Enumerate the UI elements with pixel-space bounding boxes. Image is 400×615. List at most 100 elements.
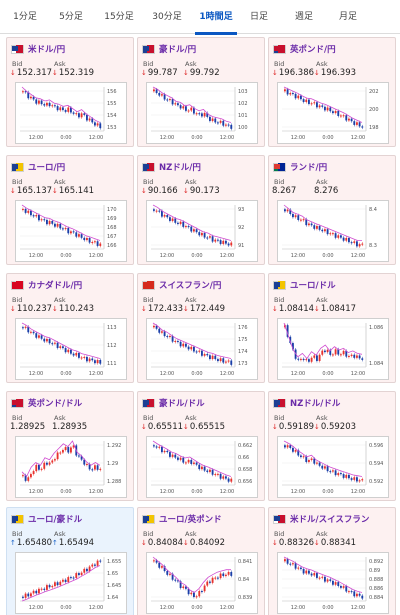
candle (40, 100, 43, 105)
rate-card[interactable]: 豪ドル/ドル Bid Ask ↓0.65511 ↓0.65515 0.662 0.66 0.6… (137, 391, 265, 501)
mini-candle-chart[interactable]: 1.086 1.084 12:00 0:00 12:00 (277, 318, 389, 380)
currency-pair-link[interactable]: ユーロ/円 (28, 163, 66, 173)
candle (64, 110, 67, 112)
rate-card[interactable]: 英ポンド/円 Bid Ask ↓196.386 ↓196.393 202 200 198 12:… (268, 37, 396, 147)
currency-pair-link[interactable]: NZドル/ドル (290, 399, 341, 409)
candle (35, 99, 38, 104)
tab-6[interactable]: 週足 (294, 12, 313, 22)
candle (78, 352, 80, 358)
mini-candle-chart[interactable]: 0.662 0.66 0.658 0.656 12:00 0:00 12:00 (146, 436, 258, 498)
y-tick-label: 0.594 (369, 461, 383, 467)
candle (56, 582, 59, 586)
currency-pair-link[interactable]: 米ドル/スイスフラン (290, 515, 370, 525)
currency-pair-link[interactable]: 米ドル/円 (28, 45, 66, 55)
arrow-down-icon: ↓ (52, 305, 58, 313)
x-tick-label: 12:00 (351, 605, 365, 611)
candle (88, 237, 91, 243)
candle (227, 478, 230, 482)
ask-value: ↓172.449 (183, 304, 225, 314)
currency-pair-link[interactable]: ユーロ/豪ドル (28, 515, 83, 525)
candle (227, 124, 230, 126)
candle (54, 342, 56, 344)
mini-candle-chart[interactable]: 0.892 0.89 0.888 0.886 0.884 12:00 0:00 12:00 (277, 552, 389, 614)
mini-candle-chart[interactable]: 0.596 0.594 0.592 12:00 0:00 12:00 (277, 436, 389, 498)
rate-card[interactable]: 米ドル/スイスフラン Bid Ask ↓0.88326 ↓0.88341 0.892 0.8… (268, 507, 396, 615)
candle (305, 570, 308, 574)
currency-pair-link[interactable]: ユーロ/ドル (290, 281, 336, 291)
candle (193, 107, 195, 114)
rate-card[interactable]: スイスフラン/円 Bid Ask ↓172.433 ↓172.449 176 175 174 1… (137, 273, 265, 383)
candle (161, 331, 163, 333)
rate-card[interactable]: NZドル/円 Bid Ask ↓90.166 ↓90.173 93 92 91 12:00 0:0… (137, 155, 265, 265)
candle (187, 346, 190, 350)
candle (308, 99, 310, 104)
y-tick-label: 0.84 (238, 577, 249, 583)
chart-svg: 0.662 0.66 0.658 0.656 12:00 0:00 12:00 (151, 440, 252, 495)
tab-2[interactable]: 15分足 (104, 12, 134, 22)
currency-pair-link[interactable]: 豪ドル/ドル (159, 399, 205, 409)
candle (99, 359, 102, 364)
currency-pair-link[interactable]: 英ポンド/円 (290, 45, 336, 55)
tab-3[interactable]: 30分足 (152, 12, 182, 22)
rate-card[interactable]: ユーロ/円 Bid Ask ↓165.137 ↓165.141 170 169 168 167 1… (6, 155, 134, 265)
candle (48, 338, 51, 344)
currency-pair-link[interactable]: NZドル/円 (159, 163, 201, 173)
rate-card[interactable]: ユーロ/ドル Bid Ask ↓1.08414 ↓1.08417 1.086 1.084 12… (268, 273, 396, 383)
candle (353, 477, 356, 480)
currency-pair-link[interactable]: 英ポンド/ドル (28, 399, 83, 409)
rate-card[interactable]: ランド/円 Bid Ask 8.267 8.276 8.4 8.3 12:00 0:00 12:0… (268, 155, 396, 265)
currency-pair-link[interactable]: カナダドル/円 (28, 281, 83, 291)
mini-candle-chart[interactable]: 156 155 154 153 12:00 0:00 12:00 (15, 82, 127, 144)
candle (308, 359, 310, 362)
y-tick-label: 1.288 (107, 479, 121, 485)
currency-pair-link[interactable]: ユーロ/英ポンド (159, 515, 222, 525)
currency-pair-link[interactable]: ランド/円 (290, 163, 328, 173)
candle (348, 118, 350, 121)
candle (326, 229, 329, 235)
mini-candle-chart[interactable]: 202 200 198 12:00 0:00 12:00 (277, 82, 389, 144)
tab-4[interactable]: 1時間足 (193, 0, 239, 35)
candle (182, 221, 185, 227)
candle (62, 107, 64, 111)
tab-7[interactable]: 月足 (338, 12, 357, 22)
arrow-up-icon: ↑ (52, 539, 58, 547)
currency-pair-link[interactable]: 豪ドル/円 (159, 45, 197, 55)
rate-card[interactable]: 豪ドル/円 Bid Ask ↓99.787 ↓99.792 103 102 101 100 12:… (137, 37, 265, 147)
ask-label: Ask (185, 296, 197, 304)
tab-5[interactable]: 日足 (249, 12, 268, 22)
mini-candle-chart[interactable]: 1.655 1.65 1.645 1.64 12:00 0:00 12:00 (15, 552, 127, 614)
mini-candle-chart[interactable]: 176 175 174 173 12:00 0:00 12:00 (146, 318, 258, 380)
rate-card[interactable]: 英ポンド/ドル Bid Ask 1.28925 1.28935 1.292 1.29 1.28… (6, 391, 134, 501)
candle (217, 239, 219, 241)
candle (305, 99, 308, 102)
y-tick-label: 0.66 (238, 455, 249, 461)
mini-candle-chart[interactable]: 170 169 168 167 166 12:00 0:00 12:00 (15, 200, 127, 262)
candle (211, 577, 214, 583)
arrow-down-icon: ↓ (314, 305, 320, 313)
candle (80, 572, 83, 576)
moving-average-line (283, 86, 363, 123)
arrow-down-icon: ↓ (52, 187, 58, 195)
rate-card[interactable]: ユーロ/英ポンド Bid Ask ↓0.84084 ↓0.84092 0.841 0.84 0… (137, 507, 265, 615)
mini-candle-chart[interactable]: 8.4 8.3 12:00 0:00 12:00 (277, 200, 389, 262)
candle (284, 445, 286, 448)
bid-value: ↓196.386 (272, 68, 314, 78)
currency-pair-link[interactable]: スイスフラン/円 (159, 281, 222, 291)
rate-card[interactable]: カナダドル/円 Bid Ask ↓110.237 ↓110.243 113 112 111 12… (6, 273, 134, 383)
rate-card[interactable]: ユーロ/豪ドル Bid Ask ↑1.65480 ↑1.65494 1.655 1.65 1.… (6, 507, 134, 615)
candle (286, 325, 289, 337)
tab-1[interactable]: 5分足 (59, 12, 83, 22)
rate-card[interactable]: 米ドル/円 Bid Ask ↓152.317 ↓152.319 156 155 154 153 1… (6, 37, 134, 147)
mini-candle-chart[interactable]: 103 102 101 100 12:00 0:00 12:00 (146, 82, 258, 144)
chart-svg: 1.086 1.084 12:00 0:00 12:00 (282, 322, 383, 377)
rate-card[interactable]: NZドル/ドル Bid Ask ↓0.59189 ↓0.59203 0.596 0.594 0… (268, 391, 396, 501)
mini-candle-chart[interactable]: 113 112 111 12:00 0:00 12:00 (15, 318, 127, 380)
mini-candle-chart[interactable]: 93 92 91 12:00 0:00 12:00 (146, 200, 258, 262)
candle (225, 124, 227, 126)
tab-0[interactable]: 1分足 (13, 12, 37, 22)
mini-candle-chart[interactable]: 0.841 0.84 0.839 12:00 0:00 12:00 (146, 552, 258, 614)
candle (342, 586, 345, 588)
bid-value: ↓1.08414 (272, 304, 314, 314)
mini-candle-chart[interactable]: 1.292 1.29 1.288 12:00 0:00 12:00 (15, 436, 127, 498)
candle (326, 349, 329, 353)
